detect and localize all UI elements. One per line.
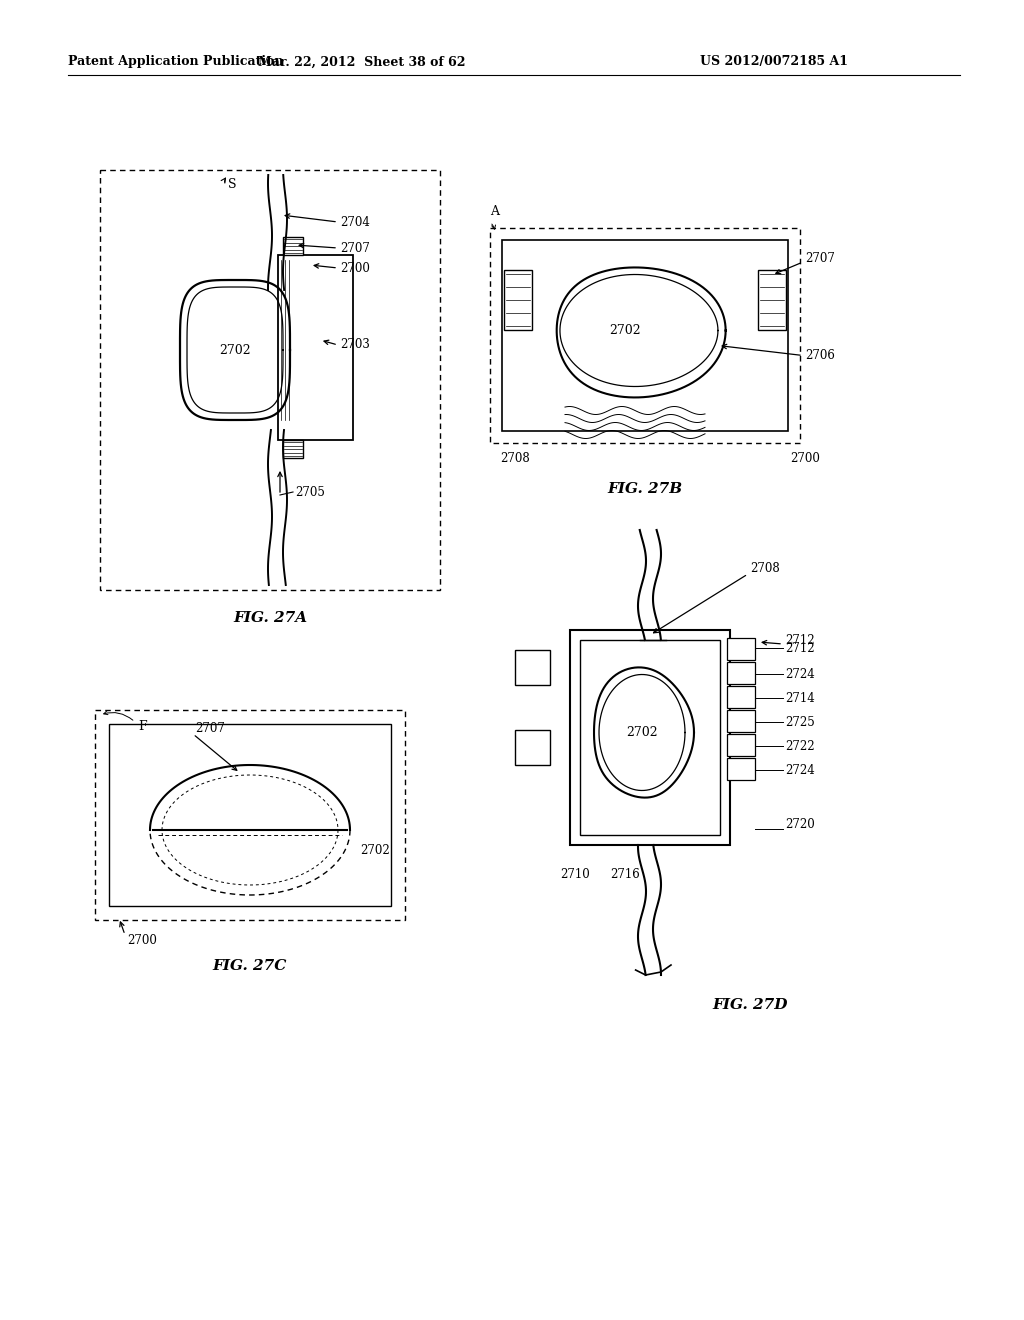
Bar [100,170,440,590]
Text: F: F [138,719,146,733]
Bar [283,238,303,255]
Bar [727,663,755,684]
Bar [727,758,755,780]
Text: FIG. 27B: FIG. 27B [607,482,683,496]
Bar [570,630,730,845]
Text: 2712: 2712 [785,642,815,655]
Text: FIG. 27D: FIG. 27D [713,998,787,1012]
Text: A: A [490,205,499,218]
Text: 2700: 2700 [127,933,157,946]
Bar [95,710,406,920]
Text: 2710: 2710 [560,869,590,882]
Text: 2706: 2706 [805,348,835,362]
Bar [727,734,755,756]
Text: S: S [228,178,237,191]
Text: 2707: 2707 [340,242,370,255]
Text: 2712: 2712 [785,634,815,647]
Bar [515,649,550,685]
Text: 2708: 2708 [500,451,529,465]
Text: 2702: 2702 [627,726,657,739]
Text: FIG. 27A: FIG. 27A [232,611,307,624]
Text: 2720: 2720 [785,818,815,832]
Bar [580,640,720,836]
Text: 2700: 2700 [790,451,820,465]
Bar [502,240,788,432]
Text: Mar. 22, 2012  Sheet 38 of 62: Mar. 22, 2012 Sheet 38 of 62 [258,55,466,69]
Text: 2707: 2707 [195,722,225,734]
Text: 2700: 2700 [340,261,370,275]
Text: 2703: 2703 [340,338,370,351]
Bar [727,686,755,708]
Text: 2722: 2722 [785,739,815,752]
Bar [283,440,303,458]
Text: 2716: 2716 [610,869,640,882]
Text: 2702: 2702 [219,343,251,356]
Text: 2708: 2708 [750,561,779,574]
Text: 2714: 2714 [785,692,815,705]
Bar [504,271,532,330]
Text: FIG. 27C: FIG. 27C [213,960,287,973]
Bar [490,228,800,444]
Bar [758,271,786,330]
Text: 2702: 2702 [609,323,641,337]
Text: Patent Application Publication: Patent Application Publication [68,55,284,69]
Text: US 2012/0072185 A1: US 2012/0072185 A1 [700,55,848,69]
Text: 2707: 2707 [805,252,835,264]
Text: 2724: 2724 [785,763,815,776]
Bar [278,255,353,440]
Bar [515,730,550,766]
Text: 2725: 2725 [785,715,815,729]
Text: 2705: 2705 [295,486,325,499]
Bar [727,710,755,733]
Bar [109,723,391,906]
Text: 2724: 2724 [785,668,815,681]
Text: 2704: 2704 [340,215,370,228]
Bar [727,638,755,660]
Text: 2702: 2702 [360,843,390,857]
